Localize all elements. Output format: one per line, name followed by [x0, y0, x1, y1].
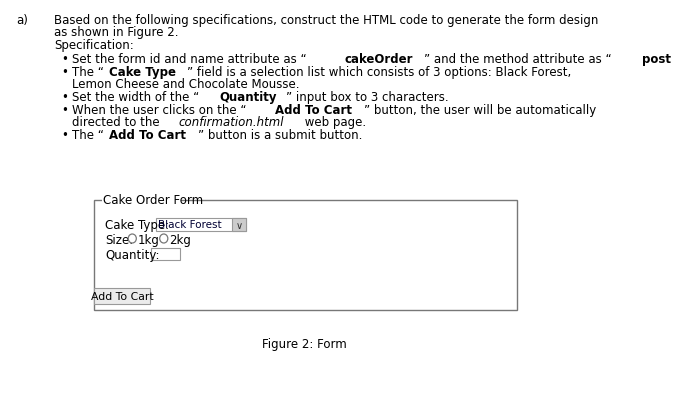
Text: web page.: web page. — [301, 116, 366, 129]
Text: ” field is a selection list which consists of 3 options: Black Forest,: ” field is a selection list which consis… — [187, 66, 571, 79]
Bar — [232, 218, 245, 231]
Text: Add To Cart: Add To Cart — [91, 291, 153, 301]
Text: Based on the following specifications, construct the HTML code to generate the f: Based on the following specifications, c… — [54, 14, 598, 27]
Text: Set the form id and name attribute as “: Set the form id and name attribute as “ — [72, 53, 307, 66]
Bar — [95, 200, 517, 310]
Text: 2kg: 2kg — [170, 233, 191, 246]
Text: Cake Type: Cake Type — [109, 66, 176, 79]
Text: ∨: ∨ — [235, 220, 243, 230]
Bar — [95, 288, 150, 304]
Text: 1kg: 1kg — [138, 233, 160, 246]
Text: Cake Order Form: Cake Order Form — [103, 194, 203, 207]
Text: •: • — [62, 129, 68, 142]
Text: ” button, the user will be automatically: ” button, the user will be automatically — [364, 104, 596, 117]
Bar — [101, 196, 181, 205]
Text: Specification:: Specification: — [54, 39, 134, 52]
Text: Size:: Size: — [105, 233, 134, 246]
Text: •: • — [62, 66, 68, 79]
Text: Cake Type:: Cake Type: — [105, 218, 170, 231]
Text: •: • — [62, 104, 68, 117]
Text: The “: The “ — [72, 129, 104, 142]
Text: When the user clicks on the “: When the user clicks on the “ — [72, 104, 247, 117]
Text: Add To Cart: Add To Cart — [109, 129, 186, 142]
Text: •: • — [62, 91, 68, 104]
Text: Set the width of the “: Set the width of the “ — [72, 91, 199, 104]
Text: as shown in Figure 2.: as shown in Figure 2. — [54, 26, 178, 39]
Text: The “: The “ — [72, 66, 104, 79]
Text: directed to the: directed to the — [72, 116, 164, 129]
Text: cakeOrder: cakeOrder — [344, 53, 413, 66]
Text: confirmation.html: confirmation.html — [178, 116, 283, 129]
Text: post: post — [642, 53, 671, 66]
Text: Add To Cart: Add To Cart — [274, 104, 352, 117]
Text: ” input box to 3 characters.: ” input box to 3 characters. — [287, 91, 449, 104]
Text: •: • — [62, 53, 68, 66]
Text: Black Forest: Black Forest — [158, 220, 222, 230]
Circle shape — [160, 234, 168, 243]
Text: ” and the method attribute as “: ” and the method attribute as “ — [424, 53, 612, 66]
Text: Quantity:: Quantity: — [105, 248, 160, 261]
Bar — [155, 218, 245, 231]
Text: ” button is a submit button.: ” button is a submit button. — [198, 129, 363, 142]
Text: Quantity: Quantity — [220, 91, 277, 104]
Text: Lemon Cheese and Chocolate Mousse.: Lemon Cheese and Chocolate Mousse. — [72, 78, 299, 91]
Text: a): a) — [16, 14, 28, 27]
Text: Figure 2: Form: Figure 2: Form — [262, 337, 347, 350]
Circle shape — [128, 234, 137, 243]
Bar — [151, 248, 180, 260]
